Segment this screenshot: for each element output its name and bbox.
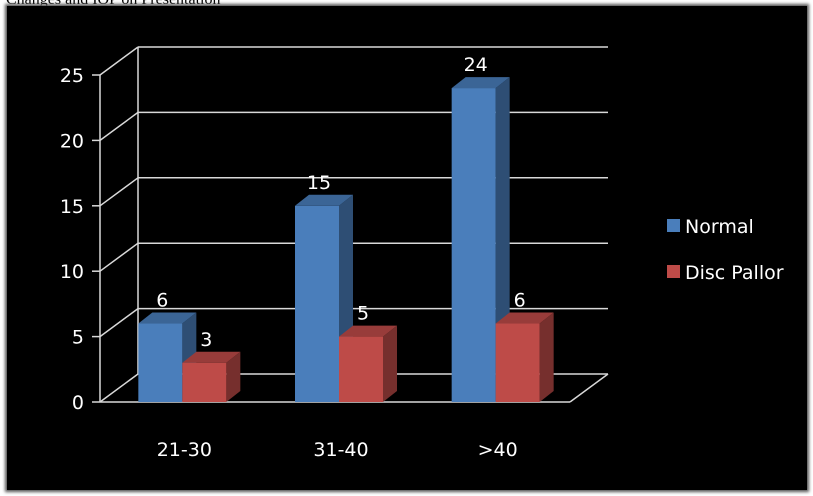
data-label: 6: [514, 290, 526, 312]
bar-side: [383, 325, 397, 402]
floor-edge: [569, 373, 609, 403]
legend-label: Normal: [685, 216, 754, 238]
bar-top: [295, 194, 353, 206]
gridline-depth: [99, 307, 139, 338]
y-tick-label: 5: [72, 327, 84, 349]
bar-top: [339, 325, 397, 337]
legend-label: Disc Pallor: [685, 262, 784, 284]
bar-top: [495, 312, 554, 324]
data-label: 6: [156, 290, 168, 312]
x-tick-label: >40: [478, 439, 518, 461]
gridline-depth: [99, 242, 139, 272]
bar-top: [451, 77, 510, 89]
data-label: 15: [307, 172, 331, 194]
y-tick-label: 25: [60, 65, 84, 87]
legend-swatch: [667, 265, 680, 278]
bar-disc-pallor: [182, 362, 227, 402]
bar-normal: [451, 88, 496, 402]
y-tick-label: 20: [60, 130, 84, 152]
legend-swatch: [667, 219, 680, 232]
bar-disc-pallor: [339, 336, 383, 402]
chart-frame: [7, 6, 807, 490]
bar-side: [226, 351, 241, 402]
gridline-depth: [99, 177, 139, 207]
bar-top: [182, 351, 241, 363]
y-tick-label: 10: [60, 261, 84, 283]
x-tick-label: 21-30: [157, 439, 212, 461]
bar-disc-pallor: [495, 323, 540, 402]
gridline-depth: [99, 373, 139, 403]
bar-normal: [138, 323, 183, 402]
gridline-depth: [99, 111, 139, 142]
y-tick-label: 15: [60, 196, 84, 218]
bar-normal: [295, 205, 339, 402]
data-label: 24: [464, 54, 488, 76]
data-label: 3: [200, 329, 212, 351]
gridline-depth: [99, 46, 139, 76]
y-tick-label: 0: [72, 392, 84, 414]
bar-top: [138, 312, 197, 324]
x-tick-label: 31-40: [313, 439, 368, 461]
bar-side: [539, 312, 554, 402]
figure-caption: Changes and IOP on Presentation: [6, 0, 220, 9]
data-label: 5: [357, 303, 369, 325]
